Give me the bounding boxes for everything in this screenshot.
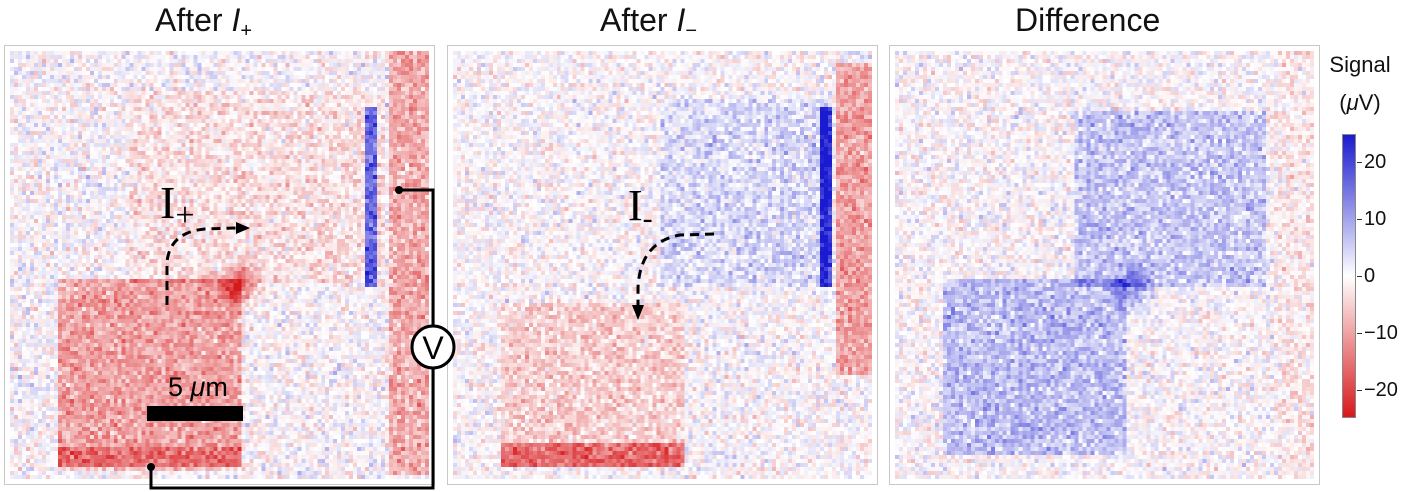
colorbar-tickmark xyxy=(1357,219,1362,220)
colorbar-unit: (μV) xyxy=(1318,90,1402,116)
signal-map-after-plus xyxy=(10,51,429,479)
title-text: After xyxy=(155,2,232,38)
colorbar-tickmark xyxy=(1357,390,1362,391)
unit-rest: V) xyxy=(1358,90,1381,115)
colorbar-tick-label: −20 xyxy=(1364,379,1398,401)
title-text: Difference xyxy=(1015,2,1161,38)
signal-map-after-minus xyxy=(453,51,872,479)
colorbar-tickmark xyxy=(1357,333,1362,334)
colorbar-tick-label: −10 xyxy=(1364,322,1398,344)
title-text: After xyxy=(600,2,677,38)
unit-paren: ( xyxy=(1339,90,1347,115)
title-variable: I xyxy=(231,2,241,38)
colorbar-tickmark xyxy=(1357,276,1362,277)
colorbar-title: Signal xyxy=(1329,52,1391,77)
colorbar-gradient xyxy=(1342,134,1356,418)
title-subscript: − xyxy=(685,20,698,42)
title-variable: I xyxy=(676,2,686,38)
colorbar-tick-label: 20 xyxy=(1364,151,1387,173)
colorbar-tick-label: 10 xyxy=(1364,208,1387,230)
panel-title-difference: Difference xyxy=(1015,2,1160,39)
map-panel-after-plus xyxy=(4,45,435,485)
title-subscript: + xyxy=(240,20,253,42)
map-panel-difference xyxy=(889,45,1320,485)
panel-title-after-minus: After I− xyxy=(600,2,697,43)
colorbar-tick-label: 0 xyxy=(1364,265,1376,287)
unit-mu: μ xyxy=(1346,90,1359,115)
colorbar-tickmark xyxy=(1357,162,1362,163)
signal-map-difference xyxy=(895,51,1314,479)
map-panel-after-minus xyxy=(447,45,878,485)
panel-title-after-plus: After I+ xyxy=(155,2,252,43)
